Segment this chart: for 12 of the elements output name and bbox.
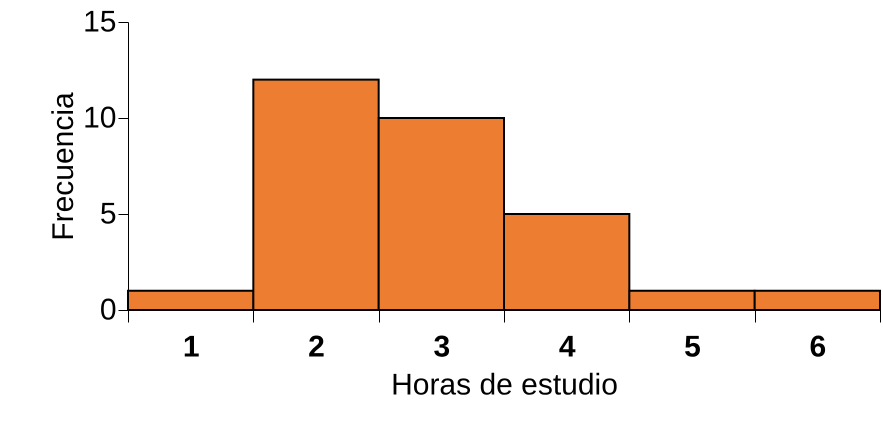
x-tick-label: 5 <box>684 330 701 364</box>
y-tick-label: 15 <box>83 6 116 38</box>
x-tick-label: 2 <box>308 330 325 364</box>
y-axis-title: Frecuencia <box>47 92 80 241</box>
x-tick-label: 3 <box>433 330 450 364</box>
x-tick-label: 4 <box>558 330 576 364</box>
x-tick-label: 1 <box>182 330 200 364</box>
y-tick-label: 5 <box>100 198 116 230</box>
y-tick-label: 0 <box>100 294 116 326</box>
x-tick-label: 6 <box>809 330 826 364</box>
y-tick-label: 10 <box>83 102 116 134</box>
x-axis-title: Horas de estudio <box>391 368 618 402</box>
